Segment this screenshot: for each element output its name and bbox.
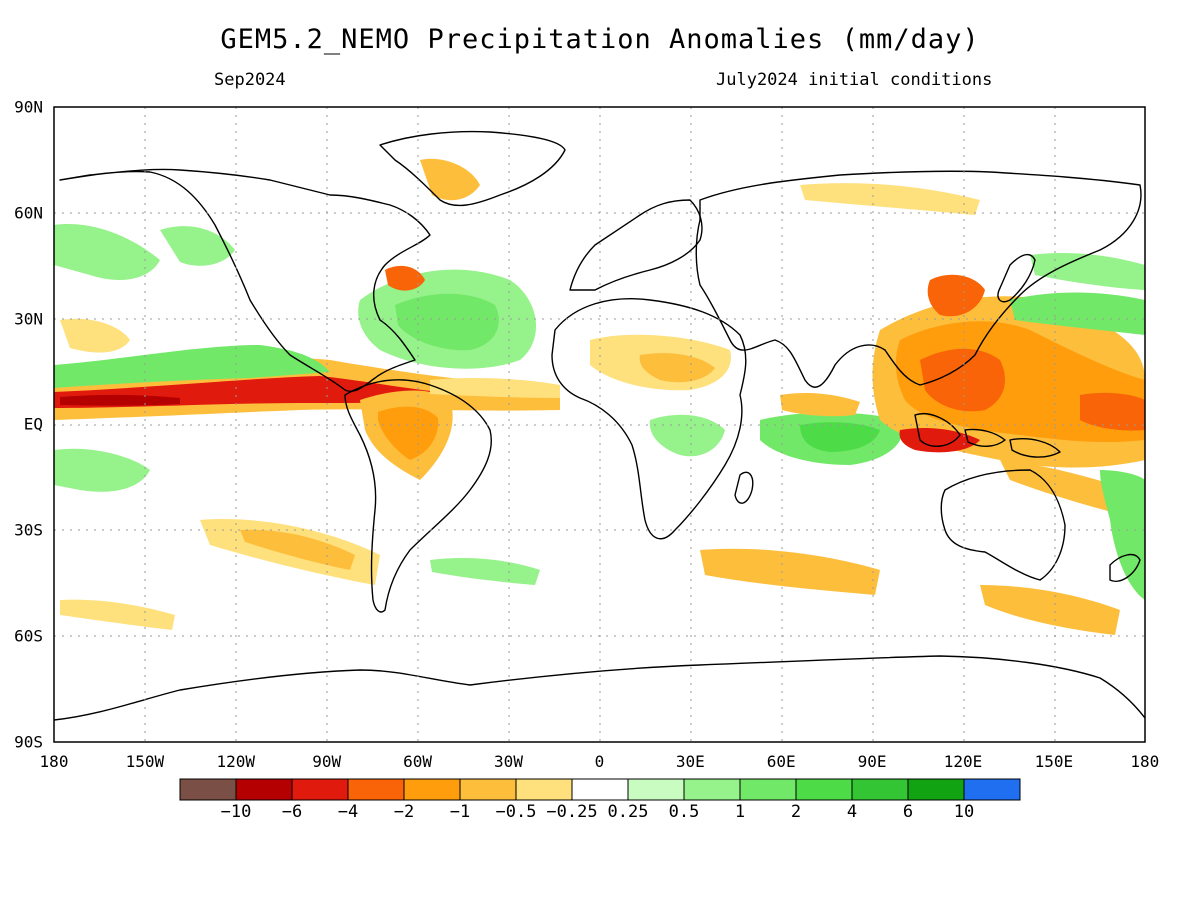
longitude-tick-label: 180: [1130, 752, 1160, 771]
map-plot-area: [54, 107, 1145, 742]
asia-coast: [695, 170, 1142, 388]
south-australia-dry: [980, 585, 1120, 635]
longitude-tick-label: 120W: [216, 752, 256, 771]
colorbar-swatch: [683, 778, 741, 801]
sahel-dry-core: [639, 353, 715, 383]
indonesia-coast: [914, 413, 1061, 458]
longitude-tick-label: 60W: [403, 752, 433, 771]
latitude-tick-label: 30S: [14, 520, 43, 540]
southern-ocean-dry: [60, 599, 175, 630]
longitude-tick-label: 60E: [766, 752, 796, 771]
east-africa-wet: [649, 414, 725, 457]
colorbar-swatch: [179, 778, 237, 801]
north-america-coast: [59, 168, 431, 392]
colorbar-swatch: [963, 778, 1021, 801]
maritime-continent-dry-core: [920, 348, 1005, 412]
europe-coast: [569, 199, 703, 291]
longitude-tick-label: 180: [39, 752, 69, 771]
gridlines: [54, 107, 1145, 742]
colorbar-swatch: [515, 778, 573, 801]
colorbar-swatch: [459, 778, 517, 801]
pacific-itcz-max: [60, 394, 180, 406]
japan-coast: [997, 253, 1036, 303]
antarctica-coast: [54, 655, 1145, 721]
colorbar-swatch: [347, 778, 405, 801]
north-pacific-dry: [60, 318, 130, 353]
anomaly-fields: [54, 158, 1145, 635]
longitude-tick-label: 0: [594, 752, 605, 771]
init-conditions-label: July2024 initial conditions: [716, 70, 993, 90]
east-china-dry: [927, 274, 985, 317]
pacific-itcz-wet-north: [54, 345, 330, 388]
latitude-tick-label: 30N: [14, 309, 43, 329]
colorbar-swatch: [739, 778, 797, 801]
greenland-dry: [420, 158, 480, 201]
eurasia-high-lat-dry: [800, 183, 980, 215]
australia-coast: [940, 469, 1066, 581]
madagascar-coast: [734, 471, 754, 504]
colorbar-swatch: [627, 778, 685, 801]
atlantic-itcz: [430, 377, 560, 398]
greenland-coast: [379, 130, 566, 207]
colorbar: [179, 778, 1021, 801]
longitude-tick-label: 90W: [312, 752, 342, 771]
east-pacific-wet-south: [1100, 470, 1145, 600]
arabian-sea-dry: [780, 392, 860, 417]
longitude-tick-label: 30W: [494, 752, 523, 771]
colorbar-swatch: [235, 778, 293, 801]
map-title: GEM5.2_NEMO Precipitation Anomalies (mm/…: [220, 24, 980, 55]
colorbar-swatch: [907, 778, 965, 801]
longitude-tick-label: 120E: [943, 752, 983, 771]
south-america-coast: [344, 379, 492, 613]
latitude-tick-label: 60N: [14, 203, 43, 223]
amazon-dry-core: [378, 406, 439, 460]
indian-ocean-wet-core: [800, 422, 880, 452]
latitude-tick-label: EQ: [23, 414, 43, 434]
north-atlantic-wet-core: [395, 293, 499, 351]
west-pacific-wet: [1010, 292, 1145, 335]
colorbar-swatch: [571, 778, 629, 801]
colorbar-swatch: [291, 778, 349, 801]
great-lakes-dry: [385, 265, 425, 291]
africa-coast: [551, 298, 747, 540]
south-pacific-wet: [54, 448, 150, 492]
valid-month-label: Sep2024: [214, 70, 286, 90]
colorbar-swatch: [403, 778, 461, 801]
latitude-tick-label: 60S: [14, 626, 43, 646]
coastlines: [54, 130, 1145, 721]
longitude-tick-label: 90E: [857, 752, 887, 771]
west-pacific-dry-core: [1080, 392, 1145, 431]
south-atlantic-wet: [430, 558, 540, 585]
longitude-tick-label: 30E: [675, 752, 705, 771]
colorbar-swatch: [795, 778, 853, 801]
north-pacific-wet: [54, 224, 160, 280]
latitude-tick-label: 90N: [14, 97, 43, 117]
map-frame: [53, 106, 1146, 743]
colorbar-swatch: [851, 778, 909, 801]
gulf-of-alaska-wet: [160, 226, 235, 266]
northeast-pacific-wet: [1030, 253, 1145, 290]
south-pacific-dry-core: [240, 529, 355, 570]
longitude-tick-label: 150W: [125, 752, 165, 771]
latitude-tick-label: 90S: [14, 732, 43, 752]
new-zealand-coast: [1109, 553, 1141, 582]
longitude-tick-label: 150E: [1034, 752, 1074, 771]
south-indian-dry-band: [700, 548, 880, 595]
